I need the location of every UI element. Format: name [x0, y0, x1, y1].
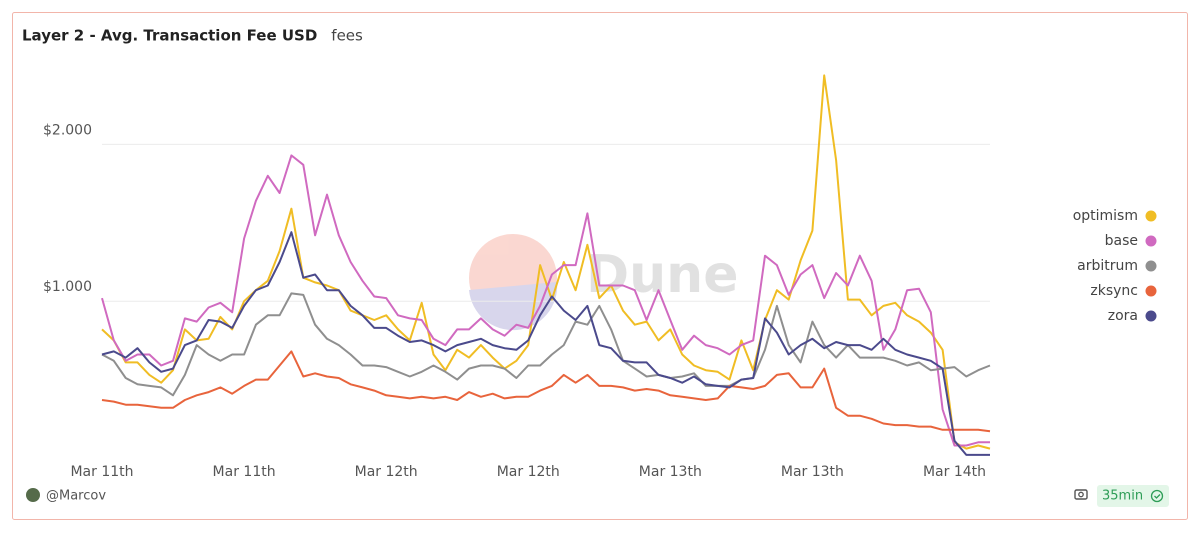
series-line	[101, 350, 991, 433]
camera-body	[1074, 489, 1088, 500]
check-mark	[1154, 494, 1161, 499]
check-icon	[1150, 489, 1164, 503]
author: @Marcov	[46, 489, 106, 504]
x-tick-label: Mar 11th	[70, 464, 133, 480]
x-tick-label: Mar 11th	[213, 464, 276, 480]
x-tick-label: Mar 12th	[497, 464, 560, 480]
x-tick-label: Mar 13th	[781, 464, 844, 480]
camera-lens	[1078, 491, 1084, 498]
y-tick-label: $1.000	[43, 279, 92, 295]
camera-icon[interactable]	[1074, 489, 1088, 500]
refresh-badge	[1097, 485, 1169, 507]
series-line	[101, 231, 990, 456]
legend: optimism base arbitrum zksync zora	[1073, 208, 1157, 324]
x-tick-label: Mar 13th	[639, 464, 702, 480]
legend-label: arbitrum	[1077, 258, 1138, 274]
plot-area: $1.000 $2.000 Mar 11th Mar 11th Mar 12th Mar …	[43, 74, 991, 480]
legend-swatch	[1145, 235, 1157, 247]
legend-label: optimism	[1073, 208, 1138, 224]
refresh-time: 35min	[1102, 489, 1143, 504]
series-line	[101, 74, 991, 450]
legend-label: zora	[1108, 308, 1138, 324]
y-tick-label: $2.000	[43, 122, 92, 138]
watermark-text: Dune	[586, 245, 738, 305]
card	[12, 12, 1188, 520]
legend-label: base	[1105, 233, 1138, 249]
series-line	[101, 292, 991, 397]
legend-swatch	[1145, 285, 1157, 297]
x-tick-label: Mar 14th	[923, 464, 986, 480]
x-tick-label: Mar 12th	[355, 464, 418, 480]
avatar	[26, 488, 40, 502]
chart-subtitle: fees	[331, 27, 363, 45]
chart-title: Layer 2 - Avg. Transaction Fee USD	[22, 27, 317, 45]
legend-swatch	[1145, 310, 1157, 322]
series-line	[101, 154, 990, 447]
legend-label: zksync	[1090, 283, 1138, 299]
legend-swatch	[1145, 260, 1157, 272]
legend-swatch	[1145, 210, 1157, 222]
